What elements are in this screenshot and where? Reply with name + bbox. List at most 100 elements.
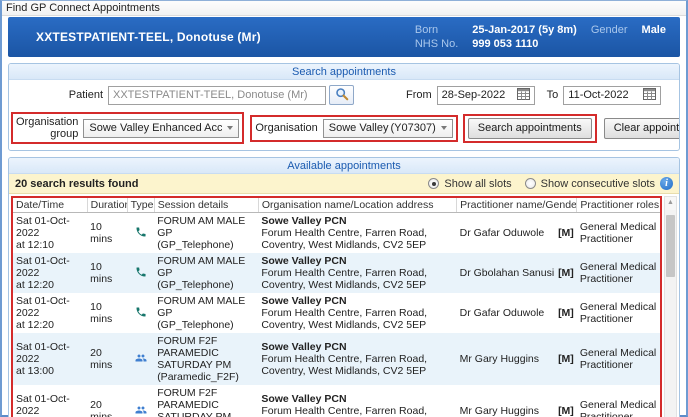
cell-duration: 10 mins — [90, 301, 113, 325]
col-header-roles[interactable]: Practitioner roles — [576, 198, 660, 213]
cell-practitioner: Mr Gary Huggins [M] — [459, 353, 574, 365]
telephone-icon — [135, 227, 147, 241]
cell-type — [127, 293, 154, 333]
appointment-row[interactable]: Sat 01-Oct-2022 at 13:00 20 mins FORUM F2… — [13, 333, 660, 385]
cell-organisation: Sowe Valley PCN Forum Health Centre, Farr… — [261, 215, 428, 251]
calendar-icon[interactable] — [643, 87, 657, 103]
cell-duration: 20 mins — [90, 399, 113, 417]
col-header-duration[interactable]: Duration — [87, 198, 128, 213]
cell-organisation: Sowe Valley PCN Forum Health Centre, Farr… — [261, 393, 428, 417]
cell-practitioner: Dr Gafar Oduwole [M] — [459, 227, 574, 239]
results-panel-title: Available appointments — [9, 158, 679, 174]
cell-type — [127, 253, 154, 293]
organisation-highlight: Organisation Sowe Valley PCN (Y07307) — [250, 114, 458, 142]
appointment-row[interactable]: Sat 01-Oct-2022 at 12:20 10 mins FORUM AM… — [13, 293, 660, 333]
window-title: Find GP Connect Appointments — [2, 1, 686, 16]
magnifier-icon — [335, 87, 349, 104]
table-scrollbar[interactable]: ▲ ▼ — [664, 196, 677, 417]
table-header-row: Date/Time Duration Type Session details … — [13, 198, 660, 213]
cell-duration: 10 mins — [90, 221, 113, 245]
organisation-group-value: Sowe Valley Enhanced Access Hub — [89, 122, 223, 134]
calendar-icon[interactable] — [516, 87, 530, 103]
to-date-input[interactable]: 11-Oct-2022 — [563, 85, 662, 105]
cell-datetime: Sat 01-Oct-2022 at 13:00 — [16, 341, 70, 377]
gender-label: Gender — [590, 24, 628, 36]
people-icon — [134, 406, 148, 417]
telephone-icon — [135, 307, 147, 321]
appointment-row[interactable]: Sat 01-Oct-2022 at 12:10 10 mins FORUM AM… — [13, 213, 660, 254]
patient-banner: XXTESTPATIENT-TEEL, Donotuse (Mr) Born 2… — [8, 17, 680, 57]
cell-practitioner: Dr Gafar Oduwole [M] — [459, 307, 574, 319]
from-date-value: 28-Sep-2022 — [441, 89, 506, 101]
born-label: Born — [414, 24, 439, 36]
cell-type — [127, 213, 154, 254]
cell-datetime: Sat 01-Oct-2022 at 12:20 — [16, 255, 70, 291]
show-consecutive-slots-radio[interactable] — [524, 178, 536, 189]
patient-search-button[interactable] — [329, 85, 354, 105]
organisation-group-select[interactable]: Sowe Valley Enhanced Access Hub — [83, 118, 240, 138]
info-icon[interactable]: i — [660, 177, 673, 190]
col-header-type[interactable]: Type — [127, 198, 155, 213]
cell-session: FORUM F2F PARAMEDIC SATURDAY PM(Paramedi… — [157, 387, 232, 417]
organisation-select[interactable]: Sowe Valley PCN (Y07307) — [322, 118, 453, 138]
col-header-session[interactable]: Session details — [154, 198, 259, 213]
search-appointments-button[interactable]: Search appointments — [467, 117, 592, 139]
cell-session: FORUM AM MALE GP (GP_Telephone) — [157, 215, 246, 251]
cell-session: FORUM F2F PARAMEDIC SATURDAY PM(Paramedi… — [157, 335, 239, 383]
organisation-group-highlight: Organisation group Sowe Valley Enhanced … — [11, 112, 245, 144]
nhs-number-value: 999 053 1110 — [472, 38, 539, 50]
search-panel-title: Search appointments — [9, 64, 679, 80]
cell-type — [127, 333, 154, 385]
telephone-icon — [135, 267, 147, 281]
appointment-row[interactable]: Sat 01-Oct-2022 at 12:20 10 mins FORUM AM… — [13, 253, 660, 293]
available-appointments-panel: Available appointments 20 search results… — [8, 157, 680, 417]
cell-roles: General Medical Practitioner — [579, 347, 657, 371]
from-label: From — [406, 89, 432, 101]
cell-roles: General Medical Practitioner — [579, 399, 657, 417]
cell-roles: General Medical Practitioner — [579, 261, 657, 285]
organisation-group-label: Organisation group — [16, 116, 79, 140]
cell-organisation: Sowe Valley PCN Forum Health Centre, Farr… — [261, 341, 428, 377]
results-count: 20 search results found — [15, 177, 139, 190]
patient-label: Patient — [68, 89, 103, 101]
cell-session: FORUM AM MALE GP (GP_Telephone) — [157, 255, 246, 291]
from-date-input[interactable]: 28-Sep-2022 — [436, 85, 535, 105]
show-consecutive-slots-label: Show consecutive slots — [540, 177, 655, 190]
born-value: 25-Jan-2017 (5y 8m) — [472, 24, 577, 36]
organisation-value: Sowe Valley PCN — [328, 122, 391, 134]
scrollbar-thumb[interactable] — [666, 215, 675, 277]
show-all-slots-label: Show all slots — [444, 177, 512, 190]
search-appointments-panel: Search appointments Patient From 28-Sep-… — [8, 63, 680, 151]
nhs-number-label: NHS No. — [414, 38, 459, 50]
clear-appointments-button[interactable]: Clear appointments — [603, 117, 679, 139]
cell-organisation: Sowe Valley PCN Forum Health Centre, Farr… — [261, 255, 428, 291]
cell-type — [127, 385, 154, 417]
appointments-table-highlight: Date/Time Duration Type Session details … — [11, 196, 662, 417]
organisation-code: (Y07307) — [390, 122, 436, 134]
chevron-down-icon — [227, 126, 234, 130]
patient-input[interactable] — [108, 85, 326, 105]
cell-organisation: Sowe Valley PCN Forum Health Centre, Farr… — [261, 295, 428, 331]
col-header-practitioner[interactable]: Practitioner name/Gender — [456, 198, 578, 213]
chevron-down-icon — [440, 126, 447, 130]
col-header-organisation[interactable]: Organisation name/Location address — [258, 198, 458, 213]
appointments-table: Date/Time Duration Type Session details … — [13, 198, 660, 417]
cell-roles: General Medical Practitioner — [579, 221, 657, 245]
cell-datetime: Sat 01-Oct-2022 at 12:10 — [16, 215, 70, 251]
organisation-label: Organisation — [255, 122, 318, 134]
col-header-datetime[interactable]: Date/Time — [13, 198, 88, 213]
cell-roles: General Medical Practitioner — [579, 301, 657, 325]
show-all-slots-radio[interactable] — [428, 178, 440, 189]
cell-session: FORUM AM MALE GP (GP_Telephone) — [157, 295, 246, 331]
to-label: To — [546, 89, 559, 101]
cell-practitioner: Mr Gary Huggins [M] — [459, 405, 574, 417]
results-bar: 20 search results found Show all slots S… — [9, 174, 679, 194]
scroll-up-icon[interactable]: ▲ — [665, 197, 676, 210]
cell-duration: 10 mins — [90, 261, 113, 285]
people-icon — [134, 354, 148, 367]
cell-datetime: Sat 01-Oct-2022 at 12:20 — [16, 295, 70, 331]
to-date-value: 11-Oct-2022 — [568, 89, 629, 101]
